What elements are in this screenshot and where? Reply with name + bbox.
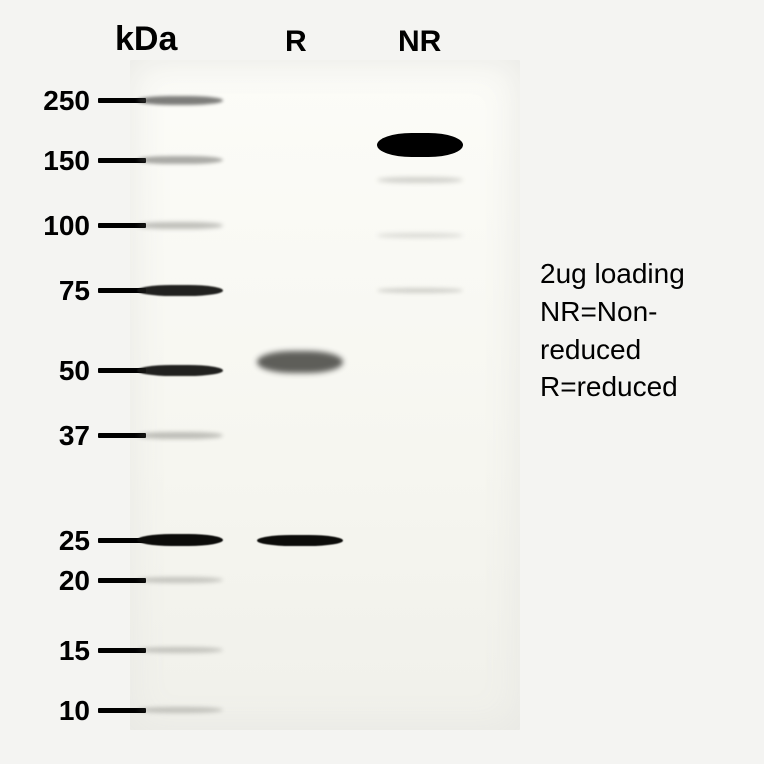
loading-annotation: 2ug loadingNR=Non-reducedR=reduced <box>540 255 685 406</box>
nonreduced-band <box>377 177 463 183</box>
ladder-band <box>137 222 223 229</box>
ladder-band <box>137 647 223 653</box>
annotation-line: reduced <box>540 331 685 369</box>
annotation-line: NR=Non- <box>540 293 685 331</box>
nonreduced-band <box>377 233 463 238</box>
ladder-band <box>137 156 223 164</box>
ladder-band <box>137 707 223 713</box>
mw-label: 37 <box>0 420 90 452</box>
nonreduced-band <box>377 288 463 293</box>
ladder-band <box>137 96 223 105</box>
mw-label: 10 <box>0 695 90 727</box>
mw-label: 75 <box>0 275 90 307</box>
reduced-band <box>257 351 343 373</box>
mw-label: 15 <box>0 635 90 667</box>
annotation-line: R=reduced <box>540 368 685 406</box>
kda-unit-label: kDa <box>115 20 177 59</box>
reduced-band <box>257 535 343 546</box>
ladder-band <box>137 285 223 296</box>
ladder-band <box>137 534 223 546</box>
ladder-band <box>137 432 223 439</box>
ladder-band <box>137 365 223 376</box>
mw-label: 100 <box>0 210 90 242</box>
ladder-band <box>137 577 223 583</box>
lane-header-reduced: R <box>285 25 307 59</box>
mw-label: 150 <box>0 145 90 177</box>
lane-header-nonreduced: NR <box>398 25 441 59</box>
mw-label: 20 <box>0 565 90 597</box>
mw-label: 25 <box>0 525 90 557</box>
nonreduced-band <box>377 133 463 157</box>
mw-label: 50 <box>0 355 90 387</box>
annotation-line: 2ug loading <box>540 255 685 293</box>
mw-label: 250 <box>0 85 90 117</box>
